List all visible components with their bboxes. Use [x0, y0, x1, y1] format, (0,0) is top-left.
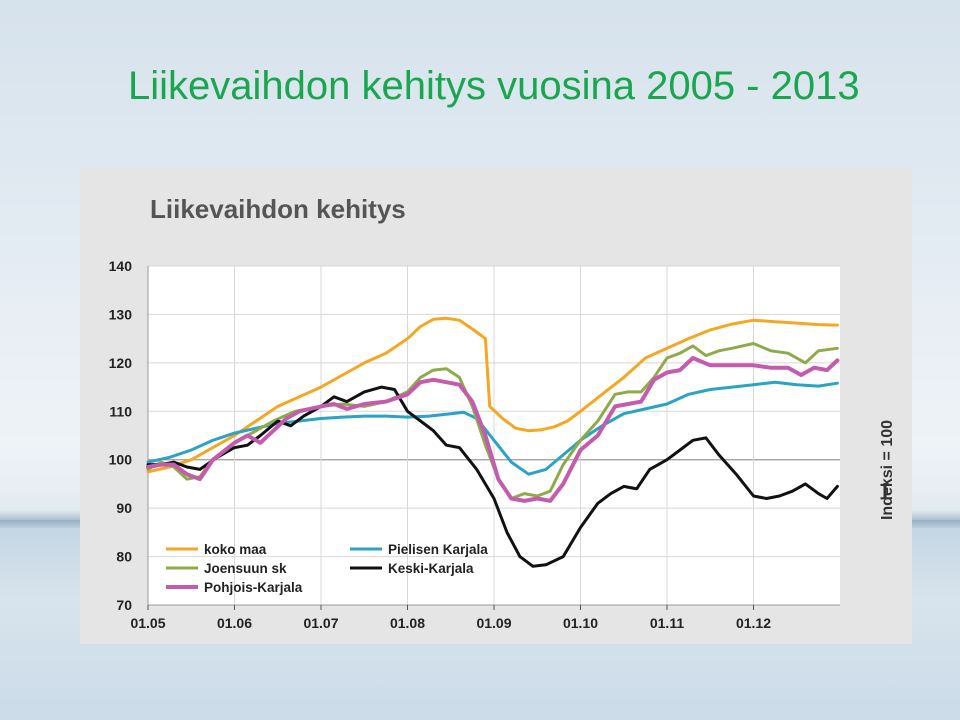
index-note-label: Indeksi = 100 — [879, 420, 896, 520]
y-tick-label: 110 — [109, 403, 132, 419]
chart-grid — [147, 265, 840, 606]
x-tick-label: 01.12 — [736, 615, 771, 631]
x-tick-label: 01.07 — [303, 615, 338, 631]
x-tick-label: 01.11 — [650, 615, 684, 631]
slide-title: Liikevaihdon kehitys vuosina 2005 - 2013 — [128, 64, 860, 108]
y-tick-label: 120 — [109, 355, 133, 371]
series-line-keski-karjala — [146, 385, 839, 568]
legend-label: koko maa — [204, 542, 267, 557]
y-tick-label: 90 — [116, 500, 132, 516]
index-note: Indeksi = 100 — [879, 420, 896, 520]
chart-legend: koko maa Pielisen Karjala Joensuun sk Keski… — [166, 542, 488, 595]
chart-title: Liikevaihdon kehitys — [150, 194, 406, 224]
x-tick-label: 01.05 — [130, 615, 165, 631]
line-chart: Liikevaihdon kehitys 70 80 90 100 110 120 130 1… — [109, 194, 896, 631]
x-tick-label: 01.09 — [476, 615, 511, 631]
y-tick-label: 70 — [116, 597, 132, 613]
chart-series-lines — [146, 316, 840, 568]
y-tick-label: 100 — [109, 452, 133, 468]
legend-label: Pielisen Karjala — [388, 542, 488, 557]
y-tick-label: 130 — [109, 306, 133, 322]
x-axis-ticks: 01.05 01.06 01.07 01.08 01.09 01.10 01.11 01.12 — [130, 605, 771, 631]
series-line-pohjois-karjala — [146, 356, 840, 503]
x-tick-label: 01.08 — [390, 615, 425, 631]
y-tick-label: 140 — [109, 258, 133, 274]
y-tick-label: 80 — [116, 549, 132, 565]
series-line-pielisen-karjala — [146, 380, 839, 476]
legend-label: Keski-Karjala — [388, 561, 474, 576]
x-tick-label: 01.10 — [563, 615, 598, 631]
legend-label: Joensuun sk — [204, 561, 287, 576]
x-tick-label: 01.06 — [217, 615, 252, 631]
series-line-koko-maa — [146, 316, 839, 474]
chart-panel: Liikevaihdon kehitys 70 80 90 100 110 120 130 1… — [80, 168, 912, 644]
y-axis-ticks: 70 80 90 100 110 120 130 140 — [109, 258, 133, 613]
legend-label: Pohjois-Karjala — [204, 580, 303, 595]
